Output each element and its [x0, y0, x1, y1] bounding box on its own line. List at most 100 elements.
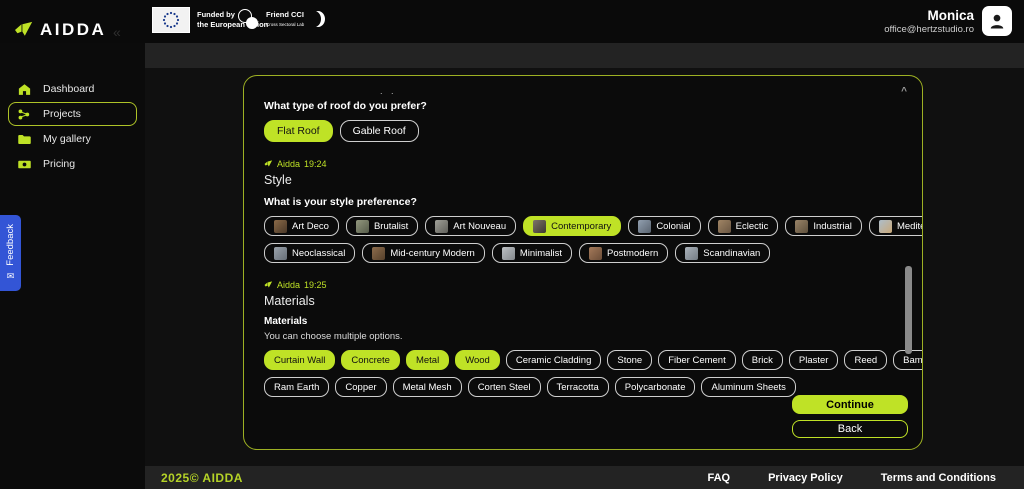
aidda-mini-logo-icon	[264, 281, 273, 289]
scrollbar-thumb[interactable]	[905, 266, 912, 354]
material-option-polycarbonate[interactable]: Polycarbonate	[614, 377, 696, 397]
style-option-industrial[interactable]: Industrial	[785, 216, 862, 236]
style-option-label: Postmodern	[607, 247, 659, 259]
projects-icon	[17, 107, 32, 122]
style-option-label: Minimalist	[519, 247, 563, 259]
main-content: ^ . . What type of roof do you prefer? F…	[145, 43, 1024, 489]
material-option-aluminum-sheets[interactable]: Aluminum Sheets	[701, 377, 796, 397]
clipped-message-text: . .	[380, 86, 397, 95]
style-option-minimalist[interactable]: Minimalist	[491, 243, 573, 263]
style-option-label: Mediterranean	[896, 220, 923, 232]
material-option-reed[interactable]: Reed	[844, 350, 888, 370]
user-profile[interactable]: Monica office@hertzstudio.ro	[884, 6, 1012, 36]
style-option-scandinavian[interactable]: Scandinavian	[675, 243, 771, 263]
roof-option-gable-roof[interactable]: Gable Roof	[339, 120, 419, 142]
sidebar-item-pricing[interactable]: Pricing	[8, 152, 137, 176]
material-option-ceramic-cladding[interactable]: Ceramic Cladding	[505, 350, 602, 370]
style-options-row-1: Art Deco Brutalist Art Nouveau Contempor…	[264, 216, 922, 236]
aidda-logo-text: AIDDA	[40, 20, 107, 39]
style-option-art-deco[interactable]: Art Deco	[264, 216, 339, 236]
material-option-wood[interactable]: Wood	[455, 350, 500, 370]
style-option-brutalist[interactable]: Brutalist	[345, 216, 419, 236]
style-option-contemporary[interactable]: Contemporary	[523, 216, 622, 236]
material-option-terracotta[interactable]: Terracotta	[546, 377, 609, 397]
sidebar-item-projects[interactable]: Projects	[8, 102, 137, 126]
user-name: Monica	[927, 7, 974, 23]
sender-name: Aidda	[277, 280, 301, 290]
roof-option-flat-roof[interactable]: Flat Roof	[264, 120, 333, 142]
style-option-label: Contemporary	[551, 220, 612, 232]
style-thumbnail	[274, 219, 287, 233]
footer-link-faq[interactable]: FAQ	[707, 471, 731, 484]
home-icon	[17, 82, 32, 97]
style-thumbnail	[355, 219, 369, 233]
style-option-label: Art Deco	[292, 220, 329, 232]
style-option-label: Neoclassical	[292, 247, 346, 259]
partner-logos: Friend CCI Cross Sectoral Lab	[238, 9, 326, 29]
crescent-icon	[312, 11, 326, 27]
style-option-postmodern[interactable]: Postmodern	[579, 243, 669, 263]
material-option-concrete[interactable]: Concrete	[341, 350, 400, 370]
scroll-up-icon[interactable]: ^	[901, 86, 907, 97]
material-option-plaster[interactable]: Plaster	[788, 350, 839, 370]
material-option-curtain-wall[interactable]: Curtain Wall	[264, 350, 336, 370]
style-thumbnail	[501, 246, 515, 260]
pricing-icon	[17, 157, 32, 172]
footer-link-terms[interactable]: Terms and Conditions	[880, 471, 996, 484]
message-time: 19:25	[304, 280, 327, 290]
materials-hint: You can choose multiple options.	[264, 331, 403, 342]
style-option-neoclassical[interactable]: Neoclassical	[264, 243, 356, 263]
style-thumbnail	[638, 219, 652, 233]
style-option-colonial[interactable]: Colonial	[628, 216, 701, 236]
sidebar-item-my-gallery[interactable]: My gallery	[8, 127, 137, 151]
aidda-logo[interactable]: AIDDA	[14, 20, 106, 40]
user-avatar-icon[interactable]	[982, 6, 1012, 36]
partner-logo-icon	[238, 9, 258, 29]
aidda-mini-logo-icon	[264, 160, 273, 168]
materials-label: Materials	[264, 316, 308, 327]
style-thumbnail	[717, 219, 731, 233]
style-thumbnail	[878, 219, 892, 233]
style-option-eclectic[interactable]: Eclectic	[707, 216, 779, 236]
style-option-label: Art Nouveau	[453, 220, 507, 232]
materials-options-row-1: Curtain Wall Concrete Metal Wood Ceramic…	[264, 350, 922, 370]
user-meta: Monica office@hertzstudio.ro	[884, 8, 974, 35]
materials-options-row-2: Ram Earth Copper Metal Mesh Corten Steel…	[264, 377, 902, 397]
style-option-label: Brutalist	[373, 220, 409, 232]
material-option-fiber-cement[interactable]: Fiber Cement	[658, 350, 736, 370]
style-option-mid-century-modern[interactable]: Mid-century Modern	[362, 243, 485, 263]
material-option-copper[interactable]: Copper	[335, 377, 387, 397]
material-option-ram-earth[interactable]: Ram Earth	[264, 377, 330, 397]
material-option-brick[interactable]: Brick	[741, 350, 783, 370]
page-footer: 2025© AIDDA FAQ Privacy Policy Terms and…	[145, 466, 1024, 489]
style-thumbnail	[372, 246, 386, 260]
material-option-corten-steel[interactable]: Corten Steel	[467, 377, 541, 397]
sidebar-item-dashboard[interactable]: Dashboard	[8, 77, 137, 101]
feedback-label: Feedback	[5, 224, 16, 266]
back-button[interactable]: Back	[792, 420, 908, 438]
sidebar-nav: Dashboard Projects My gallery	[0, 43, 145, 176]
material-option-metal-mesh[interactable]: Metal Mesh	[392, 377, 462, 397]
style-option-mediterranean[interactable]: Mediterranean	[868, 216, 923, 236]
style-option-art-nouveau[interactable]: Art Nouveau	[425, 216, 517, 236]
material-option-metal[interactable]: Metal	[405, 350, 450, 370]
user-email: office@hertzstudio.ro	[884, 23, 974, 35]
style-options-row-2: Neoclassical Mid-century Modern Minimali…	[264, 243, 902, 263]
aidda-logo-icon	[14, 21, 34, 39]
material-option-stone[interactable]: Stone	[607, 350, 653, 370]
style-title: Style	[264, 173, 292, 187]
style-thumbnail	[795, 219, 809, 233]
partner-badge-text: Friend CCI Cross Sectoral Lab	[266, 10, 305, 27]
sidebar-item-label: Dashboard	[43, 83, 95, 95]
materials-title: Materials	[264, 294, 315, 308]
eu-funding-text: Funded by the European Union	[197, 9, 269, 29]
style-thumbnail	[533, 219, 547, 233]
style-option-label: Industrial	[813, 220, 852, 232]
copyright-text: 2025© AIDDA	[161, 470, 243, 485]
feedback-tab[interactable]: Feedback ✉	[0, 215, 21, 291]
continue-button[interactable]: Continue	[792, 395, 908, 414]
footer-link-privacy-policy[interactable]: Privacy Policy	[768, 471, 843, 484]
sidebar-collapse-icon[interactable]: «	[113, 24, 121, 40]
footer-links: FAQ Privacy Policy Terms and Conditions	[707, 472, 996, 484]
message-sender-row: Aidda 19:24	[264, 159, 902, 169]
